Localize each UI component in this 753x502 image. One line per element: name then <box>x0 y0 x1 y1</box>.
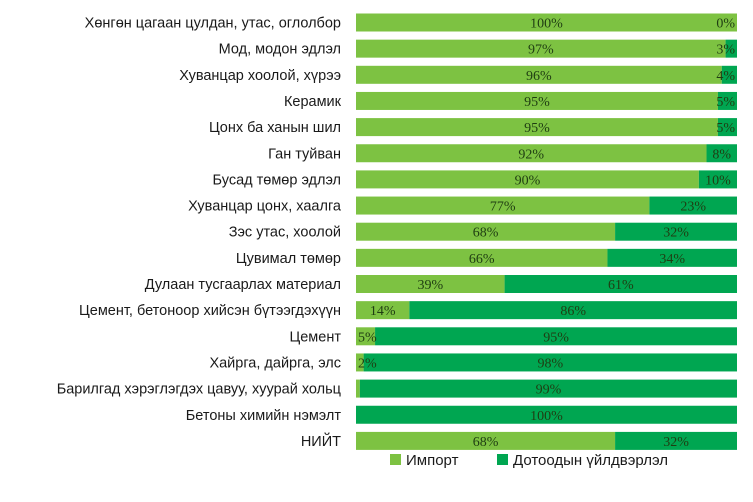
bar-domestic <box>363 353 737 372</box>
value-label-import: 5% <box>358 330 377 345</box>
bar-domestic <box>375 327 737 346</box>
bar-domestic <box>607 248 737 267</box>
value-label-import: 66% <box>469 252 495 267</box>
category-label: Зэс утас, хоолой <box>229 225 341 241</box>
value-label-domestic: 5% <box>716 121 735 136</box>
value-label-import: 96% <box>526 69 552 84</box>
value-label-domestic: 61% <box>608 278 634 293</box>
category-label: Цемент, бетоноор хийсэн бүтээгдэхүүн <box>79 303 341 319</box>
category-label: НИЙТ <box>301 432 341 450</box>
bar-import <box>356 144 707 163</box>
value-label-domestic: 32% <box>663 435 689 450</box>
bar-domestic <box>717 118 737 137</box>
bar-import <box>356 196 650 215</box>
bar-import <box>356 170 699 189</box>
category-label: Керамик <box>284 94 342 110</box>
bar-domestic <box>717 91 737 110</box>
value-label-import: 95% <box>524 95 550 110</box>
value-label-domestic: 86% <box>560 304 586 319</box>
value-label-domestic: 95% <box>543 330 569 345</box>
bar-import <box>356 275 505 293</box>
category-label: Бетоны химийн нэмэлт <box>186 408 342 424</box>
category-label: Хуванцар хоолой, хүрээ <box>179 68 341 84</box>
bar-import <box>356 379 360 398</box>
bar-import <box>356 248 608 267</box>
category-labels: Хөнгөн цагаан цулдан, утас, оглолбор Мод,… <box>57 16 342 450</box>
category-label: Цемент <box>290 329 342 345</box>
bar-import <box>356 65 722 84</box>
category-label: Ган туйван <box>268 146 341 162</box>
bar-domestic <box>649 196 737 215</box>
value-label-import: 100% <box>530 17 563 32</box>
bar-import <box>356 222 616 241</box>
bar-domestic <box>706 144 737 163</box>
category-label: Барилгад хэрэглэгдэх цавуу, хуурай хольц <box>57 382 341 398</box>
bar-domestic <box>356 405 737 424</box>
value-label-import: 68% <box>473 435 499 450</box>
category-label: Цонх ба ханын шил <box>209 120 341 136</box>
bar-import <box>356 13 737 32</box>
value-label-domestic: 3% <box>716 43 735 58</box>
value-label-domestic: 23% <box>680 200 706 215</box>
bar-import <box>356 39 726 58</box>
bar-domestic <box>725 39 737 58</box>
value-label-import: 95% <box>524 121 550 136</box>
bar-import <box>356 353 364 372</box>
value-label-domestic: 10% <box>705 173 731 188</box>
legend-label-import: Импорт <box>406 452 459 469</box>
value-label-domestic: 32% <box>663 226 689 241</box>
value-label-import: 14% <box>370 304 396 319</box>
value-label-domestic: 0% <box>716 17 735 32</box>
bar-domestic <box>615 431 737 450</box>
bar-import <box>356 301 410 320</box>
legend: Импорт Дотоодын үйлдвэрлэл <box>390 452 668 469</box>
value-label-import: 92% <box>518 147 544 162</box>
category-label: Цувимал төмөр <box>236 251 341 267</box>
bar-import <box>356 327 376 346</box>
value-label-domestic: 8% <box>712 147 731 162</box>
value-label-domestic: 5% <box>716 95 735 110</box>
legend-swatch-domestic <box>497 454 508 465</box>
bar-import <box>356 431 616 450</box>
value-label-domestic: 99% <box>536 383 562 398</box>
category-label: Хөнгөн цагаан цулдан, утас, оглолбор <box>85 16 341 32</box>
value-label-domestic: 100% <box>530 409 563 424</box>
bar-domestic <box>721 65 737 84</box>
value-label-import: 68% <box>473 226 499 241</box>
value-label-domestic: 4% <box>716 69 735 84</box>
bar-domestic <box>359 379 737 398</box>
value-label-import: 90% <box>515 173 541 188</box>
category-label: Дулаан тусгаарлах материал <box>145 277 341 293</box>
legend-swatch-import <box>390 454 401 465</box>
value-label-import: 97% <box>528 43 554 58</box>
value-label-import: 77% <box>490 200 516 215</box>
bar-import <box>356 91 718 110</box>
bars <box>356 13 737 450</box>
bar-domestic <box>409 301 737 320</box>
bar-domestic <box>615 222 737 241</box>
value-label-import: 2% <box>358 356 377 371</box>
category-label: Хайрга, дайрга, элс <box>209 355 341 371</box>
category-label: Хуванцар цонх, хаалга <box>188 199 342 215</box>
category-label: Бусад төмөр эдлэл <box>213 172 341 188</box>
bar-domestic <box>698 170 737 189</box>
value-labels: 100% 0% 97% 3% 96% 4% 95% 5% 95% 5% 92% 8% 90% 10% 77%… <box>358 17 735 450</box>
category-label: Мод, модон эдлэл <box>219 42 341 58</box>
legend-label-domestic: Дотоодын үйлдвэрлэл <box>513 452 668 469</box>
value-label-domestic: 34% <box>659 252 685 267</box>
value-label-import: 39% <box>417 278 443 293</box>
value-label-domestic: 98% <box>537 356 563 371</box>
bar-import <box>356 118 718 137</box>
bar-domestic <box>504 275 737 293</box>
